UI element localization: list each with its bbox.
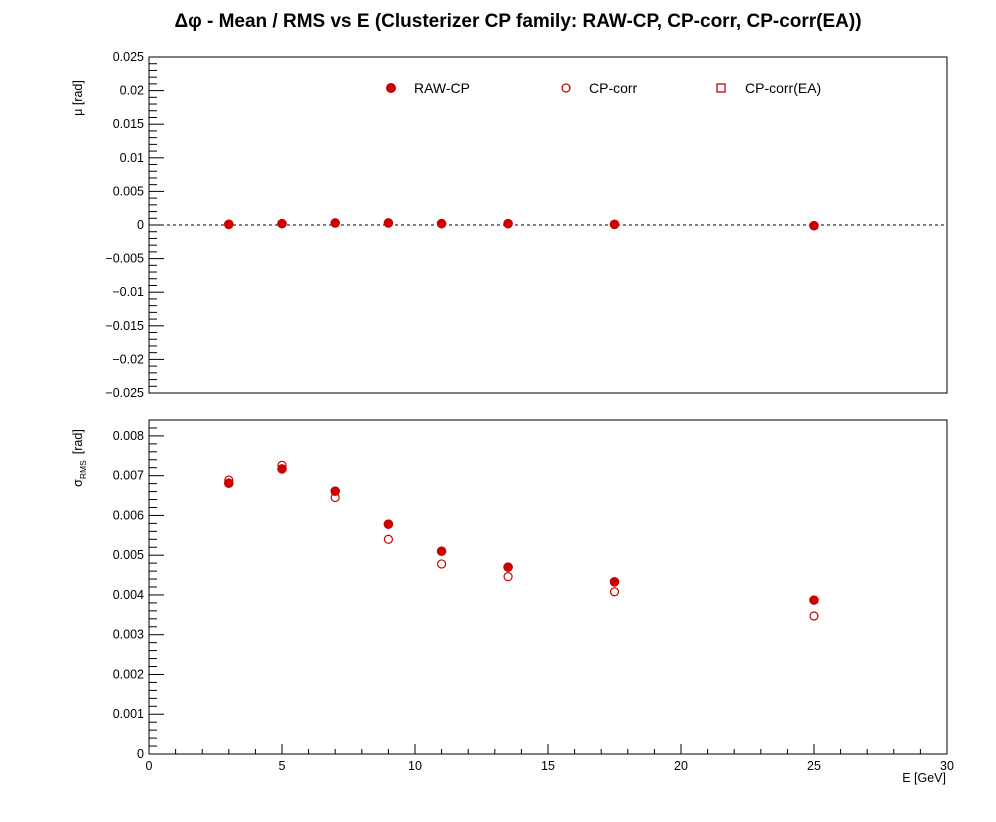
raw-cp-rms-point	[383, 519, 394, 529]
cp-corr-rms-point	[330, 492, 340, 503]
cp-corr-mean-point	[330, 218, 340, 228]
raw-cp-rms-point	[503, 562, 513, 572]
mean-panel: 0.025 0.02 0.015 0.01 0.005 0 −0.005 −0.01 −0.01…	[71, 50, 948, 400]
cp-corr-mean-point	[809, 221, 819, 231]
rms-axis-ticks	[148, 419, 948, 755]
energy-x-tick-label: 25	[807, 759, 821, 773]
mean-y-tick-label: 0.02	[120, 84, 144, 98]
legend-marker-filled-circle	[386, 83, 396, 93]
mean-y-tick-labels: 0.025 0.02 0.015 0.01 0.005 0 −0.005 −0.01 −0.01…	[105, 50, 144, 400]
chart-title: Δφ - Mean / RMS vs E (Clusterizer CP fam…	[174, 11, 861, 32]
legend-label-cp-corr: CP-corr	[589, 80, 638, 96]
energy-x-tick-label: 10	[408, 759, 422, 773]
raw-cp-rms-point	[436, 546, 447, 557]
rms-data-points	[224, 460, 819, 621]
rms-plot-frame	[148, 419, 948, 755]
rms-panel: 0 0.001 0.002 0.003 0.004 0.005 0.006 0.007 0.00…	[71, 419, 954, 785]
legend-label-raw-cp: RAW-CP	[414, 80, 470, 96]
legend-marker-open-square	[716, 83, 726, 93]
rms-y-tick-label: 0.006	[113, 508, 144, 522]
cp-corr-rms-point	[437, 559, 447, 569]
rms-y-axis-unit: [rad]	[71, 429, 85, 454]
legend-entry-cp-corr-ea: CP-corr(EA)	[716, 80, 821, 96]
energy-x-tick-labels: 0 5 10 15 20 25 30	[146, 759, 954, 773]
rms-y-tick-label: 0.004	[113, 588, 144, 602]
legend-entry-cp-corr: CP-corr	[561, 80, 638, 96]
legend-entry-raw-cp: RAW-CP	[386, 80, 470, 96]
legend-marker-open-circle	[561, 83, 571, 93]
mean-y-tick-label: −0.01	[112, 285, 144, 299]
energy-x-tick-label: 20	[674, 759, 688, 773]
energy-x-tick-label: 30	[940, 759, 954, 773]
rms-y-axis-label: σRMS [rad]	[71, 429, 88, 487]
cp-corr-mean-point	[383, 218, 393, 228]
mean-y-tick-label: −0.02	[112, 352, 144, 366]
rms-y-tick-label: 0.007	[113, 469, 144, 483]
cp-corr-rms-point	[277, 460, 287, 470]
mean-y-tick-label: 0.005	[113, 184, 144, 198]
cp-corr-mean-point	[224, 219, 234, 229]
legend-label-cp-corr-ea: CP-corr(EA)	[745, 80, 821, 96]
rms-y-tick-label: 0.001	[113, 707, 144, 721]
energy-x-tick-label: 5	[279, 759, 286, 773]
mean-y-ticks	[149, 56, 164, 394]
cp-corr-rms-point	[383, 534, 393, 544]
raw-cp-rms-point	[224, 478, 234, 489]
mean-y-axis-label: μ [rad]	[71, 80, 85, 116]
rms-y-tick-label: 0.005	[113, 548, 144, 562]
rms-y-tick-label: 0	[137, 747, 144, 761]
cp-corr-mean-point	[437, 219, 447, 229]
cp-corr-rms-point	[609, 587, 620, 597]
svg-text:σRMS[rad]: σRMS [rad]	[71, 429, 88, 487]
cp-corr-mean-point	[503, 219, 513, 229]
cp-corr-rms-point	[503, 572, 513, 582]
raw-cp-rms-point	[809, 595, 819, 605]
rms-y-tick-labels: 0 0.001 0.002 0.003 0.004 0.005 0.006 0.007 0.00…	[113, 429, 144, 761]
cp-corr-rms-point	[224, 475, 234, 485]
rms-y-tick-label: 0.008	[113, 429, 144, 443]
rms-y-tick-label: 0.003	[113, 628, 144, 642]
raw-cp-rms-point	[609, 577, 620, 587]
mean-data-points	[224, 218, 819, 231]
cp-corr-mean-point	[609, 219, 620, 229]
rms-y-tick-label: 0.002	[113, 667, 144, 681]
mean-y-tick-label: −0.005	[105, 252, 144, 266]
raw-cp-rms-point	[330, 486, 341, 496]
energy-x-tick-label: 15	[541, 759, 555, 773]
mean-y-tick-label: −0.025	[105, 386, 144, 400]
energy-x-tick-label: 0	[146, 759, 153, 773]
cp-corr-rms-point	[809, 611, 819, 621]
cp-corr-mean-point	[277, 219, 287, 229]
mean-y-tick-label: −0.015	[105, 319, 144, 333]
rms-y-axis-symbol: σ	[71, 479, 85, 487]
mean-y-tick-label: 0.015	[113, 117, 144, 131]
rms-y-axis-subscript: RMS	[78, 460, 88, 479]
mean-y-tick-label: 0.01	[120, 151, 144, 165]
mean-y-tick-label: 0	[137, 218, 144, 232]
mean-y-tick-label: 0.025	[113, 50, 144, 64]
energy-x-axis-label: E [GeV]	[902, 771, 946, 785]
legend: RAW-CP CP-corr CP-corr(EA)	[386, 80, 821, 96]
